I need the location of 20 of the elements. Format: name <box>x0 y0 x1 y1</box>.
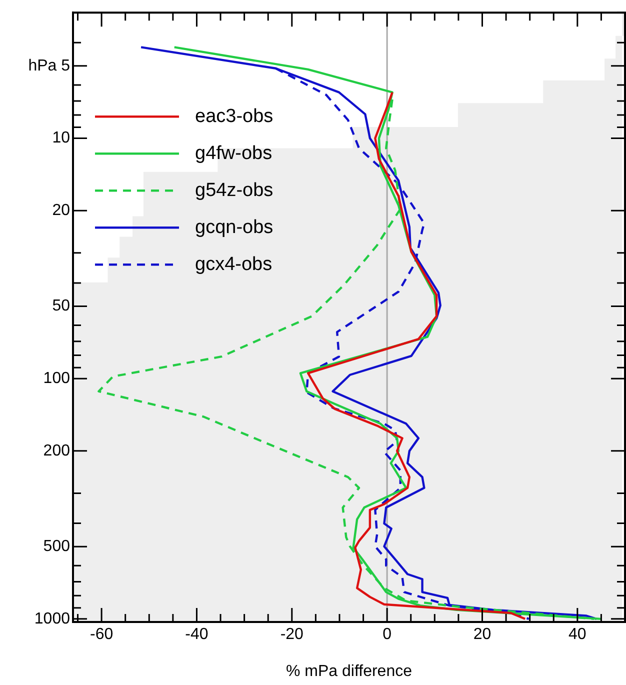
legend-label: g54z-obs <box>195 180 274 201</box>
legend-label: gcx4-obs <box>195 254 272 275</box>
y-tick-label: 20 <box>52 202 70 220</box>
x-tick-label: 40 <box>568 626 586 644</box>
x-tick-label: -60 <box>90 626 114 644</box>
x-tick-label: 0 <box>382 626 392 644</box>
y-tick-label: 1000 <box>34 610 70 628</box>
x-axis-title: % mPa difference <box>286 662 412 680</box>
y-tick-label: hPa 5 <box>28 57 70 74</box>
y-tick-label: 50 <box>52 298 70 315</box>
y-tick-label: 200 <box>43 442 70 460</box>
y-tick-label: 500 <box>43 538 70 555</box>
x-tick-label: -40 <box>185 626 208 644</box>
legend-label: g4fw-obs <box>195 142 272 164</box>
y-tick-label: 10 <box>52 130 70 147</box>
x-tick-label: 20 <box>473 626 492 644</box>
y-tick-label: 100 <box>43 370 70 387</box>
legend-label: gcqn-obs <box>195 216 274 238</box>
x-tick-label: -20 <box>280 626 304 644</box>
legend-label: eac3-obs <box>195 106 274 127</box>
